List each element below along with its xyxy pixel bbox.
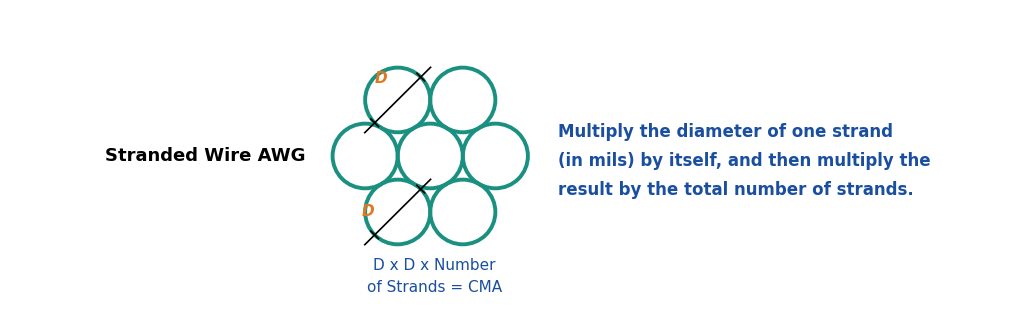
Text: Multiply the diameter of one strand: Multiply the diameter of one strand <box>558 123 893 141</box>
Text: D: D <box>375 71 387 86</box>
Text: D x D x Number: D x D x Number <box>373 258 496 273</box>
Text: result by the total number of strands.: result by the total number of strands. <box>558 181 913 199</box>
Text: of Strands = CMA: of Strands = CMA <box>367 280 502 295</box>
Text: D: D <box>361 204 375 219</box>
Text: (in mils) by itself, and then multiply the: (in mils) by itself, and then multiply t… <box>558 152 931 170</box>
Text: Stranded Wire AWG: Stranded Wire AWG <box>105 147 306 165</box>
